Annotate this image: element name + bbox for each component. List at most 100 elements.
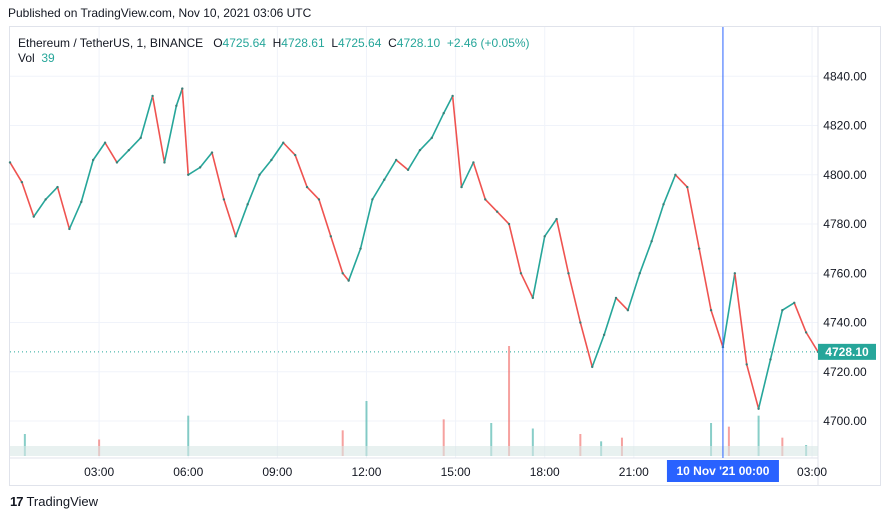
price-segment [793,302,807,333]
price-segment [555,218,570,274]
price-segment [45,186,59,200]
price-point [222,198,226,201]
ohlc-legend: Ethereum / TetherUS, 1, BINANCE O4725.64… [18,35,530,51]
price-segment [21,181,35,217]
chart-frame[interactable] [9,26,881,486]
price-point [662,203,665,206]
y-tick-label: 4800.00 [823,168,867,182]
volume-label: Vol [18,51,35,65]
price-segment [442,95,454,114]
volume-bar [341,430,344,456]
price-point [270,158,273,162]
price-point [258,173,261,176]
price-segment [722,273,736,348]
price-point [650,240,653,243]
price-point [359,247,362,250]
price-segment [639,240,653,274]
price-point [674,173,677,176]
price-segment [805,331,819,353]
price-segment [662,174,677,205]
price-segment [508,223,522,274]
price-segment [769,310,784,360]
tradingview-brand[interactable]: 17 TradingView [10,494,98,509]
price-point [80,200,83,204]
price-point [371,198,374,201]
symbol-label: Ethereum / TetherUS, 1, BINANCE [18,36,204,50]
price-point [8,161,12,164]
price-point [733,272,737,275]
price-segment [318,199,332,237]
volume-bar [757,415,760,456]
price-segment [9,162,23,183]
price-segment [187,166,201,176]
price-point [638,272,641,275]
close-value: 4728.10 [396,36,441,50]
price-point [614,296,618,300]
high-label: H [272,36,282,50]
volume-bar [579,434,582,456]
price-segment [781,302,795,311]
volume-bar [442,419,445,456]
price-point [567,272,570,275]
price-segment [520,272,534,299]
y-tick-label: 4720.00 [823,365,867,379]
price-segment [282,142,296,156]
price-point [234,235,237,238]
price-segment [175,88,184,107]
price-segment [116,149,130,164]
price-segment [258,159,273,176]
price-segment [460,162,475,188]
price-point [127,148,131,152]
published-caption: Published on TradingView.com, Nov 10, 20… [8,6,312,20]
y-tick-label: 4760.00 [823,266,867,280]
price-point [484,198,487,201]
price-segment [710,309,724,348]
price-segment [674,174,688,188]
volume-bar [508,346,511,456]
price-segment [431,112,445,139]
price-segment [419,137,433,151]
price-point [472,161,475,164]
price-point [293,153,297,157]
price-point [347,279,350,282]
price-segment [472,162,487,200]
price-point [745,363,748,366]
price-segment [246,174,261,205]
price-point [507,222,511,226]
price-point [781,309,784,312]
x-tick-label: 15:00 [441,465,471,479]
change-value: +2.46 (+0.05%) [446,36,530,50]
volume-bar [710,423,713,456]
price-point [442,112,445,115]
price-point [418,148,422,152]
price-segment [591,334,605,368]
price-point [451,94,454,98]
price-point [329,235,333,238]
volume-bar [365,401,368,456]
price-segment [395,159,409,171]
tradingview-logo-icon: 17 [10,494,24,509]
price-point [804,331,808,334]
price-segment [407,149,421,171]
price-segment [686,186,700,249]
price-segment [80,159,94,203]
price-segment [496,211,510,225]
last-price-tag [818,343,876,360]
price-segment [650,204,665,242]
price-point [579,321,582,324]
price-point [460,185,463,189]
y-tick-label: 4700.00 [823,414,867,428]
price-point [430,136,434,140]
price-point [394,158,398,162]
price-point [115,161,119,164]
price-point [383,178,386,181]
price-segment [342,272,350,282]
last-price-label: 4728.10 [825,345,869,359]
price-point [198,166,202,169]
price-point [32,215,35,218]
price-point [56,185,59,189]
price-point [769,358,772,361]
price-point [519,272,523,275]
price-segment [615,297,629,311]
